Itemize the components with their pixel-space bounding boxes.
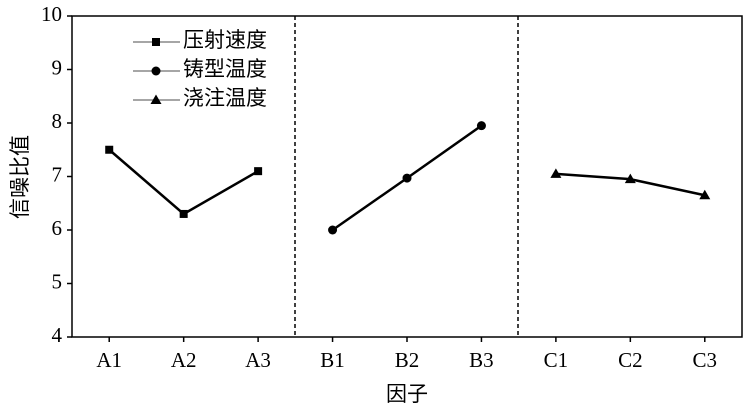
data-point (476, 121, 486, 131)
data-point (550, 168, 562, 178)
legend-marker (152, 38, 160, 46)
data-point (402, 173, 412, 183)
data-point (179, 209, 188, 218)
x-tick-label: A1 (96, 348, 122, 372)
y-axis-label: 信噪比值 (8, 135, 32, 219)
legend-label: 浇注温度 (183, 86, 267, 110)
x-tick-label: C2 (618, 348, 643, 372)
data-point (624, 173, 636, 184)
legend-label: 压射速度 (183, 28, 267, 52)
y-tick-label: 5 (52, 269, 63, 293)
x-tick-label: C3 (693, 348, 718, 372)
legend-label: 铸型温度 (183, 57, 267, 81)
x-tick-label: B1 (320, 348, 345, 372)
y-tick-label: 6 (52, 216, 63, 240)
data-point (105, 145, 114, 154)
x-tick-label: A2 (171, 348, 197, 372)
legend-marker (151, 66, 161, 76)
y-tick-label: 9 (52, 55, 63, 79)
y-tick-label: 4 (52, 323, 63, 347)
y-tick-label: 8 (52, 109, 63, 133)
legend-marker (150, 94, 162, 104)
x-axis-label: 因子 (386, 382, 428, 406)
data-point (254, 167, 263, 176)
series-line (108, 148, 259, 216)
data-point (328, 225, 338, 235)
x-tick-label: B2 (395, 348, 420, 372)
data-point (699, 189, 711, 200)
y-tick-label: 10 (41, 2, 62, 26)
x-tick-label: B3 (469, 348, 494, 372)
y-tick-label: 7 (52, 162, 63, 186)
x-tick-label: A3 (245, 348, 271, 372)
x-tick-label: C1 (544, 348, 569, 372)
